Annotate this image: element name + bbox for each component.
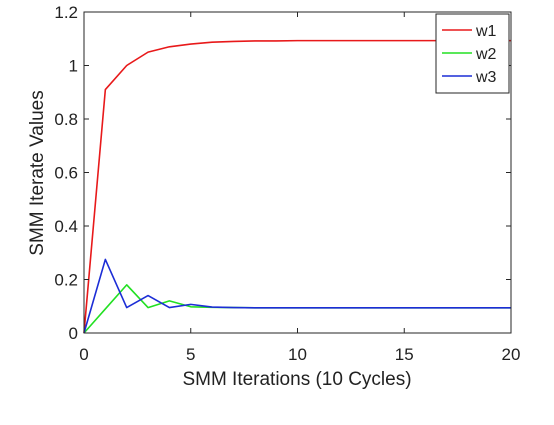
legend-label-w2: w2 bbox=[475, 46, 497, 63]
x-tick-label: 0 bbox=[79, 345, 88, 364]
y-tick-label: 0.8 bbox=[54, 110, 78, 129]
x-tick-label: 15 bbox=[395, 345, 414, 364]
y-tick-label: 1.2 bbox=[54, 3, 78, 22]
x-tick-label: 20 bbox=[502, 345, 521, 364]
legend-label-w1: w1 bbox=[475, 23, 497, 40]
series-line-w3 bbox=[83, 258, 511, 334]
y-axis-label: SMM Iterate Values bbox=[27, 90, 48, 255]
y-tick-label: 0.4 bbox=[54, 217, 78, 236]
x-tick-label: 10 bbox=[288, 345, 307, 364]
x-axis-label: SMM Iterations (10 Cycles) bbox=[182, 369, 411, 390]
x-tick-label: 5 bbox=[186, 345, 195, 364]
y-tick-label: 0 bbox=[69, 324, 78, 343]
legend-label-w3: w3 bbox=[475, 69, 497, 86]
y-tick-label: 0.6 bbox=[54, 164, 78, 183]
legend: w1 w2 w3 bbox=[435, 13, 510, 94]
y-tick-label: 1 bbox=[69, 57, 78, 76]
y-tick-label: 0.2 bbox=[54, 271, 78, 290]
plot-frame bbox=[83, 11, 512, 334]
